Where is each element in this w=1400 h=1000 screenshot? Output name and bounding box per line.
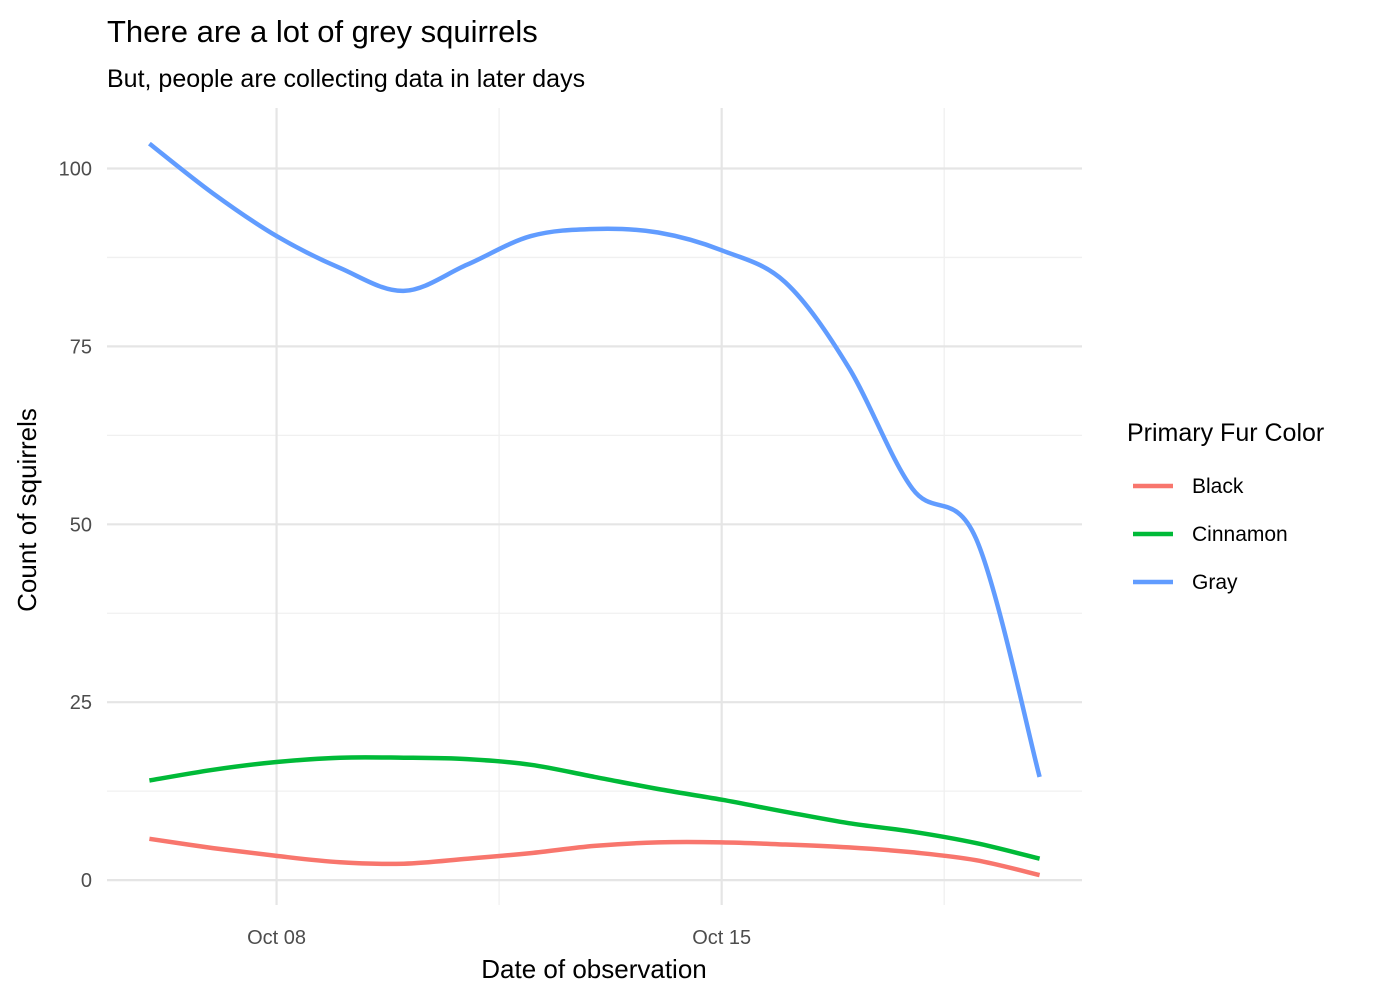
- legend: Primary Fur Color Black Cinnamon Gray: [1127, 419, 1324, 594]
- legend-item-black: Black: [1133, 475, 1244, 498]
- y-tick-label: 100: [59, 158, 92, 180]
- legend-item-cinnamon: Cinnamon: [1133, 523, 1288, 546]
- x-tick-label: Oct 08: [247, 927, 306, 949]
- y-tick-label: 25: [70, 692, 92, 714]
- x-tick-label: Oct 15: [692, 927, 751, 949]
- y-axis-title: Count of squirrels: [12, 408, 42, 612]
- legend-label: Black: [1192, 475, 1244, 498]
- series-line-gray: [148, 141, 1042, 778]
- y-tick-label: 75: [70, 336, 92, 358]
- chart-title: There are a lot of grey squirrels: [107, 14, 538, 49]
- legend-title: Primary Fur Color: [1127, 419, 1324, 447]
- legend-label: Gray: [1192, 571, 1238, 594]
- y-tick-label: 0: [81, 870, 92, 892]
- plot-area: [148, 141, 1042, 878]
- y-tick-label: 50: [70, 514, 92, 536]
- x-axis-ticks: Oct 08 Oct 15: [247, 927, 751, 949]
- series-line-black: [149, 836, 1041, 878]
- legend-item-gray: Gray: [1133, 571, 1238, 594]
- series-line-cinnamon: [149, 755, 1041, 861]
- chart-subtitle: But, people are collecting data in later…: [107, 65, 585, 93]
- x-axis-title: Date of observation: [481, 954, 706, 984]
- y-axis-ticks: 0 25 50 75 100: [59, 158, 92, 892]
- legend-label: Cinnamon: [1192, 523, 1288, 546]
